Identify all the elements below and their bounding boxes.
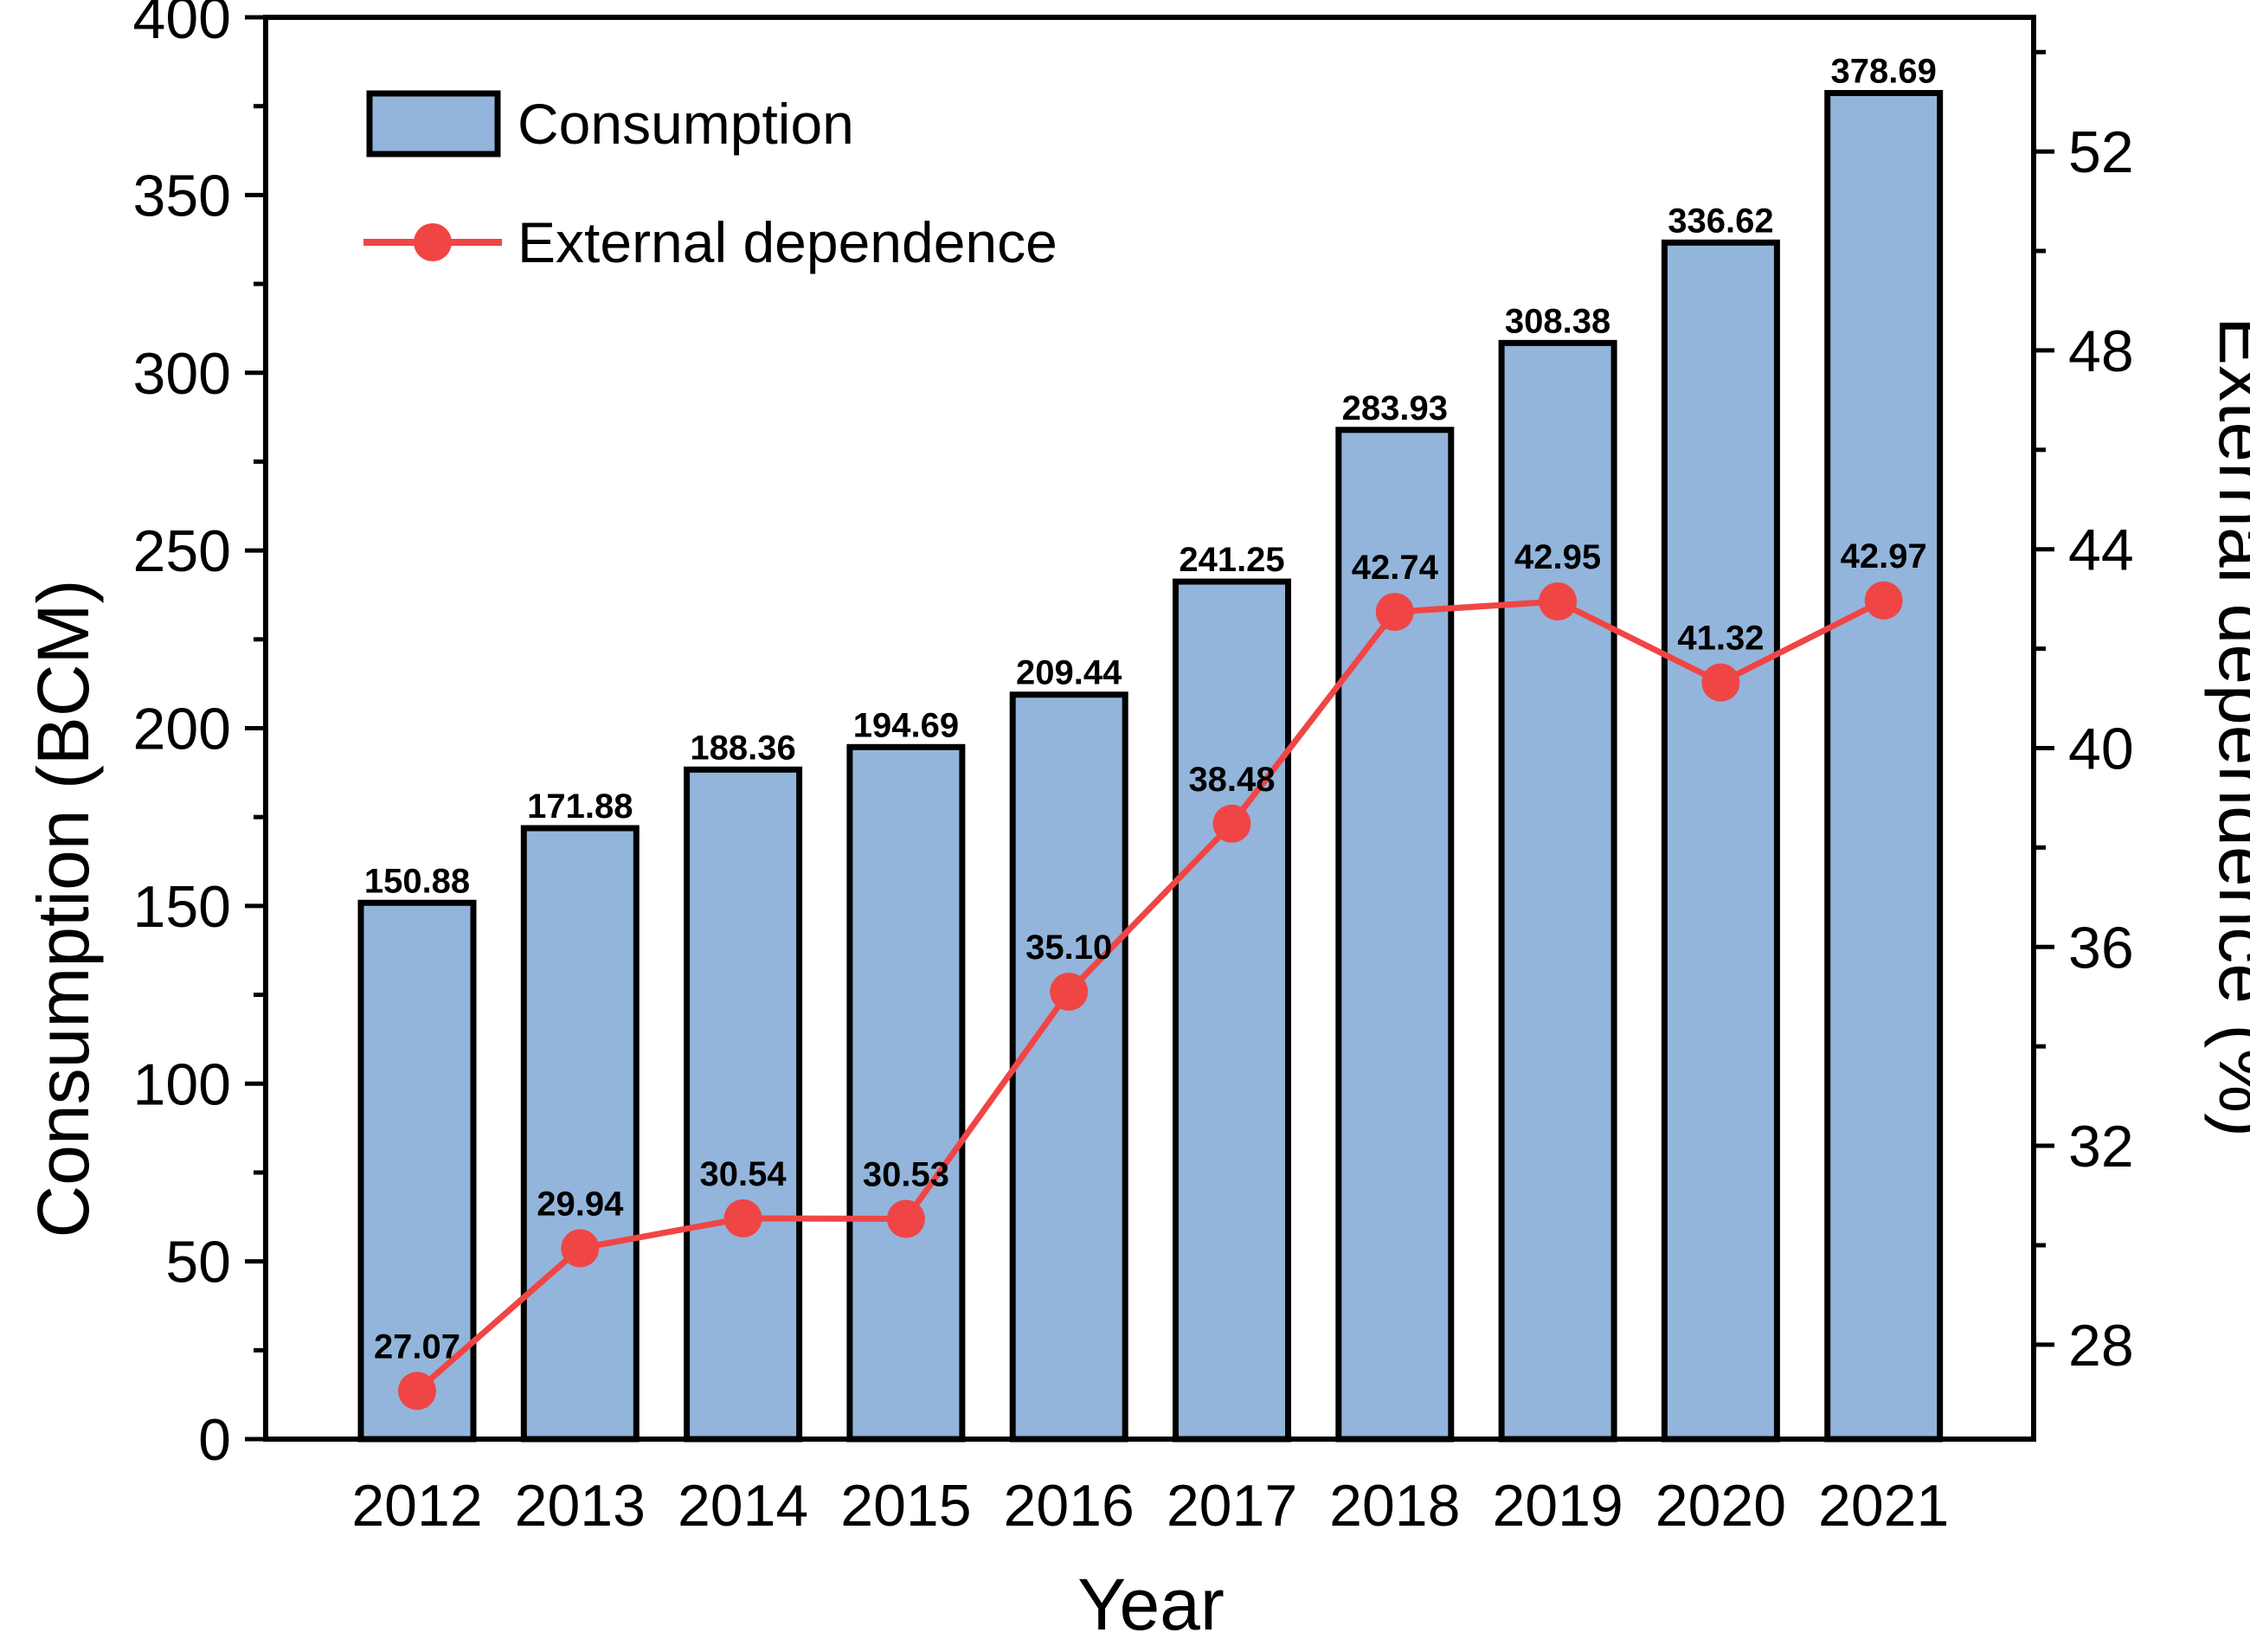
- bar-2016: [1009, 691, 1128, 1443]
- line-point-2014: [723, 1199, 762, 1237]
- line-series: [398, 581, 1903, 1411]
- line-label-2014: 30.54: [700, 1155, 788, 1193]
- x-tick-label-2019: 2019: [1492, 1473, 1623, 1539]
- external-dependence-line: [415, 597, 1886, 1393]
- y2-tick-label-40: 40: [2068, 716, 2134, 781]
- legend: Consumption External dependence: [363, 90, 1058, 274]
- bar-2015: [846, 743, 966, 1443]
- bar-label-2018: 283.93: [1342, 389, 1448, 427]
- bar-2014: [684, 766, 803, 1443]
- y2-tick-label-48: 48: [2068, 318, 2134, 384]
- y2-tick-label-44: 44: [2068, 517, 2134, 583]
- line-label-2017: 38.48: [1188, 761, 1275, 799]
- y-tick-label-300: 300: [133, 341, 231, 407]
- line-point-2020: [1701, 663, 1740, 702]
- y2-tick-label-52: 52: [2068, 119, 2134, 185]
- bar-label-2015: 194.69: [853, 706, 959, 744]
- y-axis-title: Consumption (BCM): [22, 580, 104, 1238]
- line-point-2018: [1375, 593, 1414, 632]
- bar-2012: [357, 899, 477, 1443]
- line-label-2016: 35.10: [1025, 929, 1112, 967]
- bar-label-2019: 308.38: [1505, 302, 1610, 340]
- line-point-2019: [1539, 582, 1578, 621]
- x-tick-label-2014: 2014: [678, 1473, 808, 1539]
- bar-2013: [520, 825, 640, 1443]
- line-label-2018: 42.74: [1352, 549, 1439, 587]
- y-tick-label-50: 50: [165, 1230, 231, 1295]
- bar-series: [357, 90, 1944, 1443]
- bar-label-2021: 378.69: [1831, 53, 1937, 91]
- axes: 0 50 100 150 200 250 300 350 400 28 32 36 40 44 48 52 20…: [133, 0, 2134, 1539]
- y2-tick-label-28: 28: [2068, 1313, 2134, 1379]
- y-tick-label-400: 400: [133, 0, 231, 51]
- bar-2017: [1173, 578, 1291, 1443]
- y2-tick-label-36: 36: [2068, 915, 2134, 980]
- line-label-2021: 42.97: [1841, 537, 1927, 575]
- data-labels: 150.88 171.88 188.36 194.69 209.44 241.25 283.…: [364, 53, 1937, 1366]
- y-tick-label-350: 350: [133, 163, 231, 228]
- y2-axis-title: External dependence (%): [2204, 317, 2250, 1137]
- line-point-2015: [886, 1199, 925, 1238]
- y-tick-label-150: 150: [133, 874, 231, 940]
- y-tick-label-0: 0: [198, 1407, 231, 1473]
- bar-label-2013: 171.88: [527, 787, 633, 826]
- x-tick-label-2020: 2020: [1655, 1473, 1786, 1539]
- x-tick-label-2015: 2015: [840, 1473, 971, 1539]
- bar-label-2012: 150.88: [364, 862, 470, 900]
- line-label-2020: 41.32: [1677, 620, 1764, 658]
- bar-label-2016: 209.44: [1016, 654, 1122, 692]
- legend-bar-swatch: [366, 90, 501, 157]
- line-label-2013: 29.94: [537, 1185, 624, 1223]
- line-point-2016: [1050, 972, 1089, 1011]
- y-tick-label-250: 250: [133, 518, 231, 584]
- legend-marker-icon: [414, 223, 452, 261]
- line-point-2012: [398, 1372, 436, 1411]
- bar-label-2017: 241.25: [1179, 541, 1284, 579]
- line-point-2017: [1212, 804, 1251, 843]
- x-tick-label-2013: 2013: [515, 1473, 646, 1539]
- bar-2020: [1661, 239, 1780, 1443]
- line-label-2015: 30.53: [863, 1156, 949, 1194]
- x-tick-label-2021: 2021: [1818, 1473, 1949, 1539]
- line-point-2021: [1864, 581, 1903, 620]
- bar-2019: [1498, 339, 1617, 1443]
- line-point-2013: [561, 1229, 600, 1268]
- x-axis-title: Year: [1077, 1564, 1225, 1645]
- y-tick-label-100: 100: [133, 1051, 231, 1117]
- line-label-2012: 27.07: [374, 1327, 460, 1366]
- y2-tick-label-32: 32: [2068, 1114, 2134, 1180]
- bar-label-2014: 188.36: [690, 729, 795, 767]
- legend-label-consumption: Consumption: [518, 92, 854, 156]
- x-tick-label-2018: 2018: [1329, 1473, 1460, 1539]
- x-tick-label-2012: 2012: [351, 1473, 482, 1539]
- y-tick-label-200: 200: [133, 697, 231, 762]
- bar-label-2020: 336.62: [1668, 202, 1773, 240]
- bar-2021: [1824, 90, 1944, 1443]
- line-label-2019: 42.95: [1514, 538, 1601, 576]
- x-tick-label-2016: 2016: [1004, 1473, 1135, 1539]
- x-tick-label-2017: 2017: [1167, 1473, 1297, 1539]
- legend-label-external-dependence: External dependence: [518, 210, 1058, 274]
